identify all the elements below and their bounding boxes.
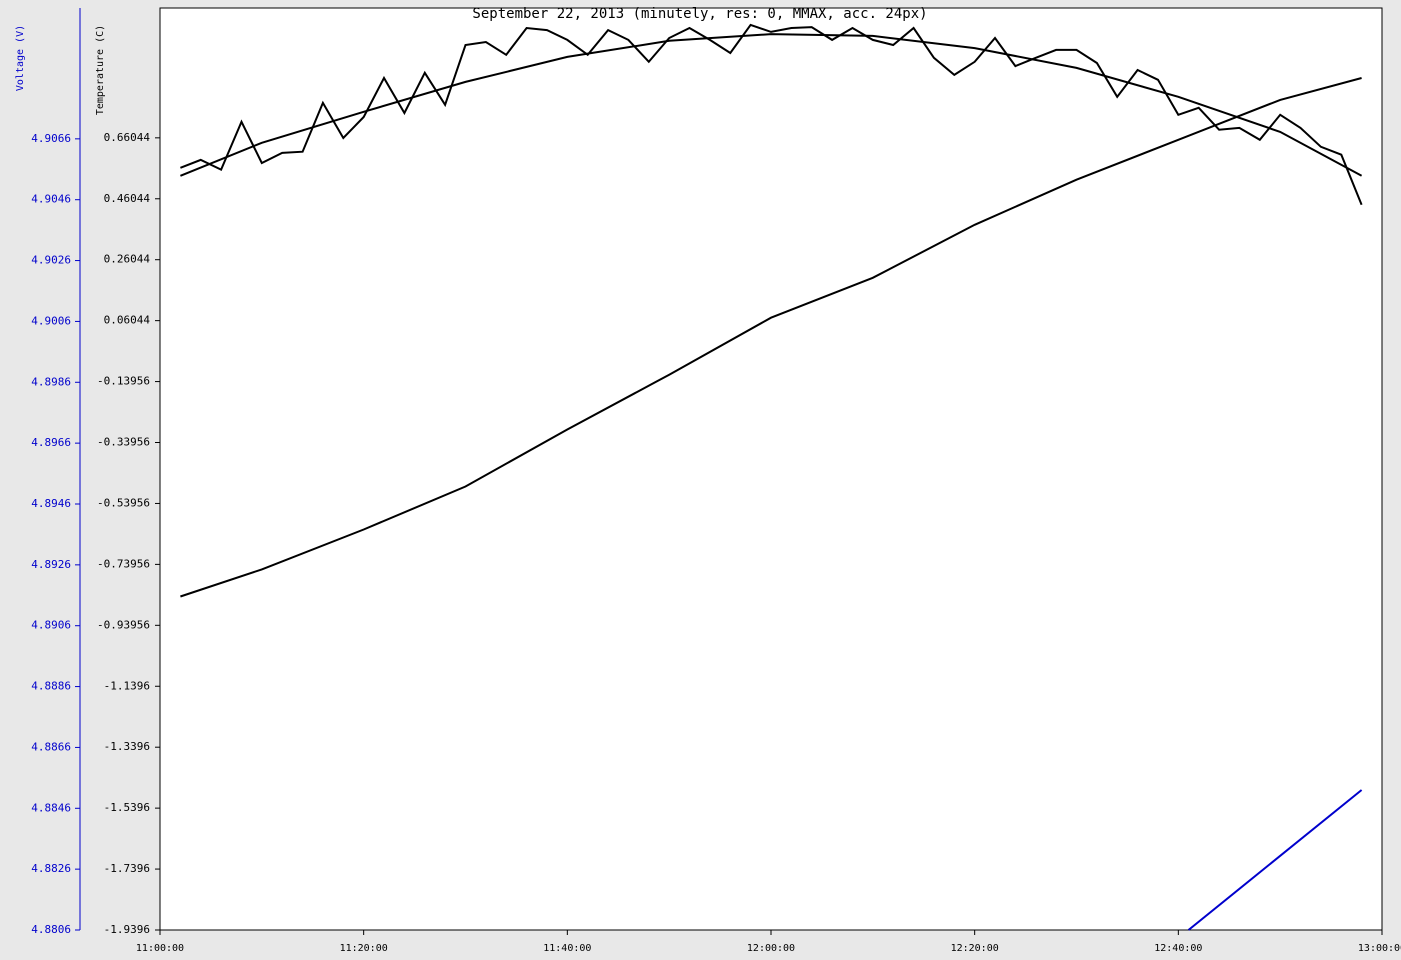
y-tick-label: -1.9396 [104, 923, 150, 936]
y2-tick-label: 4.8886 [31, 680, 71, 693]
y-tick-label: -0.73956 [97, 557, 150, 570]
y2-tick-label: 4.8986 [31, 375, 71, 388]
x-tick-label: 12:40:00 [1154, 943, 1202, 954]
x-tick-label: 13:00:00 [1358, 943, 1401, 954]
y-tick-label: 0.66044 [104, 131, 151, 144]
chart-title: September 22, 2013 (minutely, res: 0, MM… [472, 6, 927, 22]
y-tick-label: -0.93956 [97, 618, 150, 631]
y-tick-label: -1.5396 [104, 801, 150, 814]
x-tick-label: 11:40:00 [543, 943, 591, 954]
y-tick-label: 0.46044 [104, 192, 151, 205]
x-tick-label: 12:20:00 [951, 943, 999, 954]
y2-tick-label: 4.8806 [31, 923, 71, 936]
y-tick-label: -0.53956 [97, 496, 150, 509]
y2-tick-label: 4.8926 [31, 558, 71, 571]
y2-tick-label: 4.9046 [31, 193, 71, 206]
y-tick-label: 0.06044 [104, 314, 151, 327]
y2-tick-label: 4.8826 [31, 862, 71, 875]
y2-tick-label: 4.8966 [31, 436, 71, 449]
y2-tick-label: 4.8906 [31, 619, 71, 632]
y-tick-label: -0.13956 [97, 375, 150, 388]
plot-area [159, 7, 1383, 931]
series-line [1187, 789, 1363, 931]
y-tick-label: 0.26044 [104, 253, 151, 266]
y2-tick-label: 4.9006 [31, 314, 71, 327]
y-tick-label: -1.3396 [104, 740, 150, 753]
y2-tick-label: 4.8846 [31, 801, 71, 814]
y2-tick-label: 4.9026 [31, 254, 71, 267]
series-line [180, 77, 1362, 598]
y-tick-label: -1.1396 [104, 679, 150, 692]
y2-axis-label: Voltage (V) [15, 25, 26, 91]
y-tick-label: -0.33956 [97, 436, 150, 449]
y2-tick-label: 4.8946 [31, 497, 71, 510]
y2-tick-label: 4.8866 [31, 740, 71, 753]
y-tick-label: -1.7396 [104, 862, 150, 875]
series-line [180, 33, 1363, 177]
x-tick-label: 11:20:00 [340, 943, 388, 954]
y-axis-label: Temperature (C) [95, 25, 106, 115]
y2-tick-label: 4.9066 [31, 132, 71, 145]
x-tick-label: 11:00:00 [136, 943, 184, 954]
series-line [180, 23, 1363, 206]
x-tick-label: 12:00:00 [747, 943, 795, 954]
